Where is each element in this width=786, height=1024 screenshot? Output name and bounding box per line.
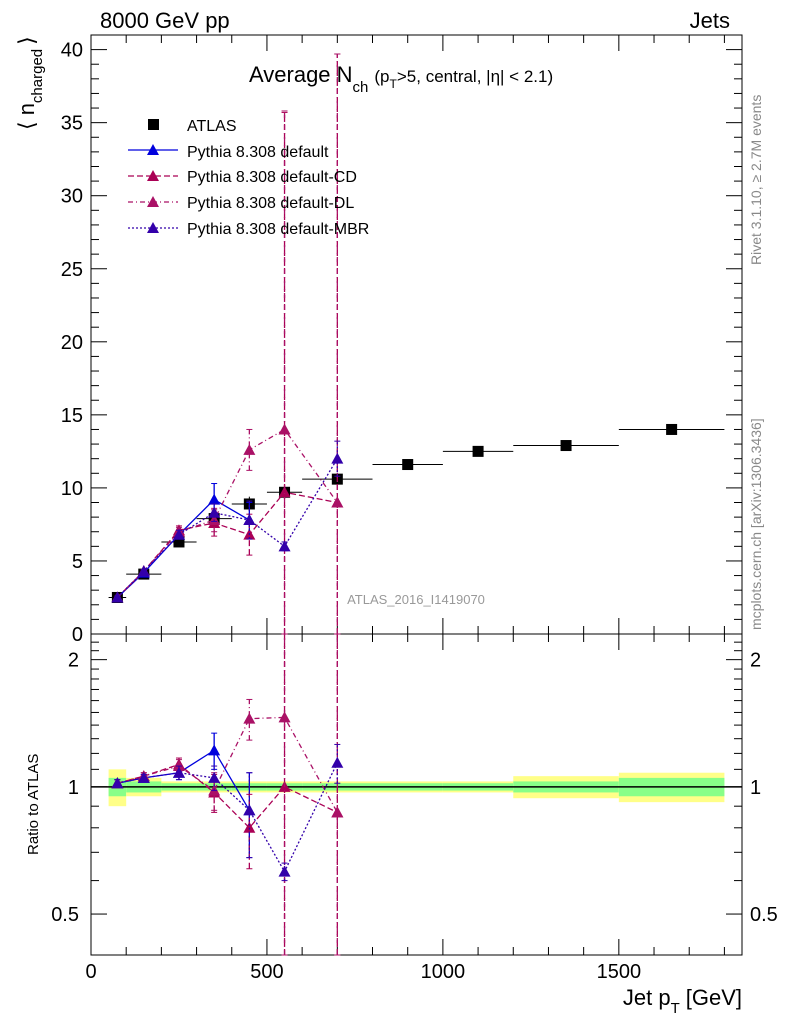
- series-point: [137, 771, 150, 783]
- analysis-id-watermark: ATLAS_2016_I1419070: [347, 592, 485, 607]
- x-axis-label: Jet pT [GeV]: [623, 985, 742, 1017]
- mcplots-label: mcplots.cern.ch [arXiv:1306.3436]: [748, 418, 764, 630]
- atlas-point: [560, 440, 572, 452]
- legend-marker: [147, 170, 159, 181]
- legend-marker: [147, 196, 159, 207]
- series-point: [331, 756, 344, 768]
- series-point: [278, 711, 291, 723]
- atlas-point: [666, 423, 678, 435]
- series-line: [117, 716, 338, 813]
- atlas-point: [472, 445, 484, 457]
- ratio-reference-bands: [91, 769, 742, 807]
- y-axis-label-ratio: Ratio to ATLAS: [25, 754, 42, 855]
- x-tick-label: 1000: [421, 961, 466, 983]
- ratio-y-tick-label: 1: [68, 777, 79, 799]
- y-tick-label: 30: [61, 186, 83, 208]
- atlas-point: [402, 459, 414, 471]
- main-axis-ticks: 0 5 10 15 20 25 30 35 40 0 500 1000 1500: [61, 35, 742, 983]
- ratio-series: [111, 633, 344, 956]
- plot-title: Average Nch(pT>5, central, |η| < 2.1): [249, 62, 553, 96]
- series-point: [243, 443, 256, 455]
- series-line: [116, 491, 338, 598]
- main-series: [108, 53, 725, 635]
- y-tick-label: 35: [61, 113, 83, 135]
- series-point: [278, 540, 291, 552]
- rivet-label: Rivet 3.1.10, ≥ 2.7M events: [748, 95, 764, 265]
- series-point: [331, 452, 344, 464]
- y-tick-label: 20: [61, 332, 83, 354]
- x-tick-label: 0: [85, 961, 96, 983]
- ratio-y-tick-label: 0.5: [51, 904, 79, 926]
- series-point: [111, 591, 124, 603]
- series-point: [278, 423, 291, 435]
- series-point: [278, 486, 291, 498]
- x-tick-label: 1500: [597, 961, 642, 983]
- legend-marker: [147, 222, 159, 233]
- series-point: [331, 806, 344, 818]
- ratio-y-tick-label-right: 0.5: [750, 904, 778, 926]
- ratio-y-tick-label-right: 1: [750, 777, 761, 799]
- series-point: [331, 496, 344, 508]
- series-point: [243, 514, 256, 526]
- legend-label-dl: Pythia 8.308 default-DL: [187, 195, 354, 212]
- y-axis-label-main: ⟨ ncharged⟩: [14, 36, 46, 130]
- series-point: [208, 771, 221, 783]
- y-tick-label: 0: [72, 624, 83, 646]
- legend-label-atlas: ATLAS: [187, 118, 237, 135]
- series-point: [208, 744, 221, 756]
- ratio-frame: [90, 633, 743, 956]
- y-tick-label: 40: [61, 40, 83, 62]
- series-point: [243, 821, 256, 833]
- atlas-point: [173, 536, 185, 548]
- series-line: [116, 428, 338, 598]
- series-line: [116, 498, 250, 598]
- legend-label-cd: Pythia 8.308 default-CD: [187, 169, 357, 186]
- series-point: [172, 528, 185, 540]
- ratio-axis-ticks: 0.5 0.5 1 1 2 2: [51, 641, 778, 926]
- series-point: [243, 804, 256, 816]
- y-tick-label: 25: [61, 259, 83, 281]
- ratio-y-tick-label: 2: [68, 650, 79, 672]
- legend-label-mbr: Pythia 8.308 default-MBR: [187, 221, 369, 238]
- series-point: [111, 777, 124, 789]
- header-left: 8000 GeV pp: [100, 8, 230, 33]
- series-point: [137, 565, 150, 577]
- series-point: [172, 766, 185, 778]
- y-tick-label: 15: [61, 405, 83, 427]
- series-point: [208, 493, 221, 505]
- legend-marker: [147, 144, 159, 155]
- series-point: [278, 865, 291, 877]
- header-right: Jets: [690, 8, 730, 33]
- series-point: [243, 712, 256, 724]
- legend-label-default: Pythia 8.308 default: [187, 144, 329, 161]
- x-tick-label: 500: [250, 961, 283, 983]
- legend-marker-atlas: [148, 119, 159, 130]
- y-tick-label: 10: [61, 478, 83, 500]
- ratio-y-tick-label-right: 2: [750, 650, 761, 672]
- legend: ATLAS Pythia 8.308 default Pythia 8.308 …: [128, 118, 369, 238]
- y-tick-label: 5: [72, 551, 83, 573]
- series-point: [208, 506, 221, 518]
